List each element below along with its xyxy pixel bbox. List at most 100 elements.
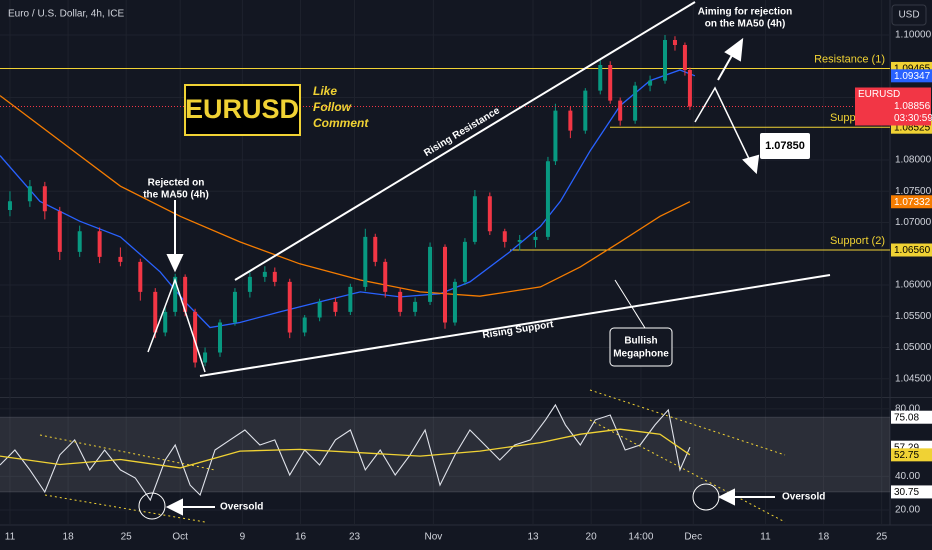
candle-body	[7, 201, 12, 210]
candle-body	[398, 291, 403, 312]
target-box	[760, 133, 810, 159]
rsi-channels	[39, 389, 786, 523]
candle-body	[302, 317, 307, 333]
candle-body	[317, 301, 322, 318]
rsi-ma-line	[0, 428, 691, 469]
pattern-pointer	[614, 279, 646, 329]
x-tick-label: Dec	[684, 532, 702, 543]
logo: EURUSD	[185, 94, 299, 124]
cta: Like	[313, 84, 337, 98]
y-tick-label: 1.07000	[895, 217, 932, 228]
target: 1.07850	[765, 140, 805, 152]
y-tick-label: 1.08000	[895, 155, 932, 166]
annotation: Oversold	[220, 502, 263, 513]
currency[interactable]: USD	[898, 10, 919, 21]
currency-button[interactable]	[891, 4, 927, 26]
countdown: 03:30:59	[894, 113, 932, 124]
channel-line	[44, 494, 206, 523]
x-tick-label: 18	[818, 532, 830, 543]
candle-body	[687, 70, 692, 107]
cta: Comment	[313, 116, 369, 130]
x-tick-label: 20	[586, 532, 598, 543]
candle-body	[287, 281, 292, 333]
candle-body	[373, 236, 378, 262]
pattern-box	[609, 327, 673, 367]
x-tick-label: 23	[349, 532, 361, 543]
candle-body	[618, 100, 623, 121]
candle-body	[383, 261, 388, 292]
moving-average	[0, 69, 696, 329]
candle-body	[553, 110, 558, 162]
rising-resistance-line	[234, 1, 696, 281]
candle-body	[633, 85, 638, 121]
price-badge	[891, 243, 932, 257]
candle-body	[672, 40, 677, 45]
x-tick-label: 18	[63, 532, 75, 543]
candle-body	[472, 196, 477, 242]
badge-label: 1.06560	[894, 245, 931, 256]
rejection-triangle	[147, 277, 206, 373]
candle-body	[173, 276, 178, 312]
candle-body	[413, 301, 418, 312]
candle-body	[663, 40, 668, 81]
annotation: on the MA50 (4h)	[705, 19, 786, 30]
arrow-head	[165, 498, 183, 516]
annotation: Oversold	[782, 492, 825, 503]
candle-body	[428, 246, 433, 302]
candle-body	[163, 311, 168, 333]
candle-body	[533, 236, 538, 240]
marks: Resistance (1)Support (1)Support (2)1.09…	[0, 35, 932, 502]
price-badge	[891, 448, 932, 462]
candle-body	[502, 231, 507, 242]
arrow-head	[166, 254, 184, 273]
badge-label: 1.09347	[894, 71, 931, 82]
arrow-head	[724, 37, 744, 62]
annotation: Rejected on	[148, 178, 205, 189]
x-tick-label: 16	[295, 532, 307, 543]
x-tick-label: 11	[5, 532, 16, 543]
candle-body	[272, 271, 277, 282]
candle-body	[348, 286, 353, 312]
candle-body	[138, 261, 143, 292]
level-name: Resistance (1)	[814, 53, 885, 65]
y-tick-label: 20.00	[895, 505, 920, 516]
candle-body	[97, 231, 102, 257]
arrow-head	[742, 154, 760, 175]
price-badge	[891, 410, 932, 424]
x-tick-label: 9	[240, 532, 246, 543]
y-tick-label: 1.07500	[895, 186, 932, 197]
candle-body	[333, 301, 338, 312]
annotation: the MA50 (4h)	[143, 190, 209, 201]
x-tick-label: 11	[760, 532, 771, 543]
y-tick-label: 40.00	[895, 471, 920, 482]
candle-body	[648, 80, 653, 86]
candle-body	[583, 90, 588, 131]
candle-body	[262, 271, 267, 277]
annotation: Aiming for rejection	[698, 7, 792, 18]
candle-body	[598, 65, 603, 91]
candle-body	[363, 236, 368, 287]
drawings	[138, 1, 831, 520]
x-tick-label: 13	[527, 532, 539, 543]
oversold-circle	[138, 492, 166, 520]
price-badge	[891, 485, 932, 499]
symbol-label: EURUSD	[858, 89, 900, 100]
moving-average	[0, 95, 691, 297]
candle-body	[118, 256, 123, 262]
annotation: Bullish	[624, 336, 657, 347]
rising-support-line	[199, 274, 831, 377]
candle-body	[443, 246, 447, 323]
candle-body	[232, 291, 237, 323]
candle-body	[487, 196, 492, 232]
projection-path	[694, 86, 753, 166]
x-tick-label: 25	[876, 532, 888, 543]
candle-body	[682, 45, 687, 70]
y-tick-label: 1.06000	[895, 280, 932, 291]
badge-label: 1.09465	[894, 64, 931, 75]
last-price-badge	[855, 87, 931, 126]
badge-label: 52.75	[894, 450, 919, 461]
candle-body	[57, 211, 62, 252]
symbol-title: Euro / U.S. Dollar, 4h, ICE	[8, 9, 124, 20]
candle-body	[42, 186, 47, 212]
price-badge	[891, 195, 932, 209]
